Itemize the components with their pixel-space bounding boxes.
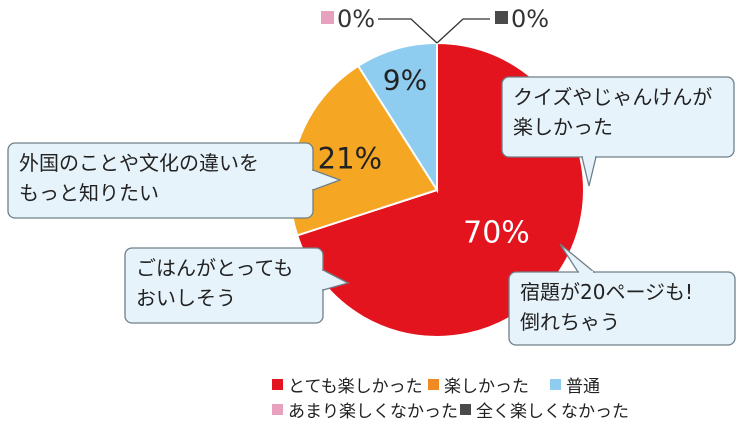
legend-item-fun: 楽しかった xyxy=(428,372,529,397)
legend-swatch xyxy=(272,379,283,390)
callout-text-2-1: おいしそう xyxy=(136,286,236,310)
zero-marker-3 xyxy=(321,11,334,24)
slice-value-label-2: 9% xyxy=(383,63,427,96)
zero-value-label-3: 0% xyxy=(337,5,375,33)
zero-leader-line-3 xyxy=(378,18,438,44)
callout-text-0-1: 楽しかった xyxy=(513,115,613,139)
legend-swatch xyxy=(550,379,561,390)
callout-text-3-0: 宿題が20ページも! xyxy=(520,280,693,304)
legend-label: 全く楽しくなかった xyxy=(476,402,629,422)
callout-text-1-1: もっと知りたい xyxy=(19,181,159,205)
slice-value-label-1: 21% xyxy=(318,142,382,176)
legend-item-normal: 普通 xyxy=(550,372,600,397)
zero-marker-4 xyxy=(495,11,508,24)
callout-text-2-0: ごはんがとっても xyxy=(136,256,293,280)
legend-swatch xyxy=(428,379,439,390)
legend-item-very-fun: とても楽しかった xyxy=(272,372,423,397)
callout-bubble-3 xyxy=(508,271,736,346)
legend-swatch xyxy=(460,404,471,415)
legend-label: あまり楽しくなかった xyxy=(288,402,458,422)
zero-value-label-4: 0% xyxy=(511,5,549,33)
callout-bubble-0 xyxy=(501,76,735,158)
zero-leader-line-4 xyxy=(436,18,490,44)
legend-item-not-much-fun: あまり楽しくなかった xyxy=(272,397,458,422)
legend-swatch xyxy=(272,404,283,415)
legend-label: とても楽しかった xyxy=(288,377,423,397)
legend-label: 普通 xyxy=(566,377,600,397)
callout-text-3-1: 倒れちゃう xyxy=(520,310,620,334)
callout-text-1-0: 外国のことや文化の違いを xyxy=(19,151,259,175)
pie-slice-2 xyxy=(356,41,438,194)
legend-item-not-fun-at-all: 全く楽しくなかった xyxy=(460,397,629,422)
callout-text-0-0: クイズやじゃんけんが xyxy=(513,85,712,109)
legend-label: 楽しかった xyxy=(444,377,529,397)
slice-value-label-0: 70% xyxy=(463,216,530,251)
